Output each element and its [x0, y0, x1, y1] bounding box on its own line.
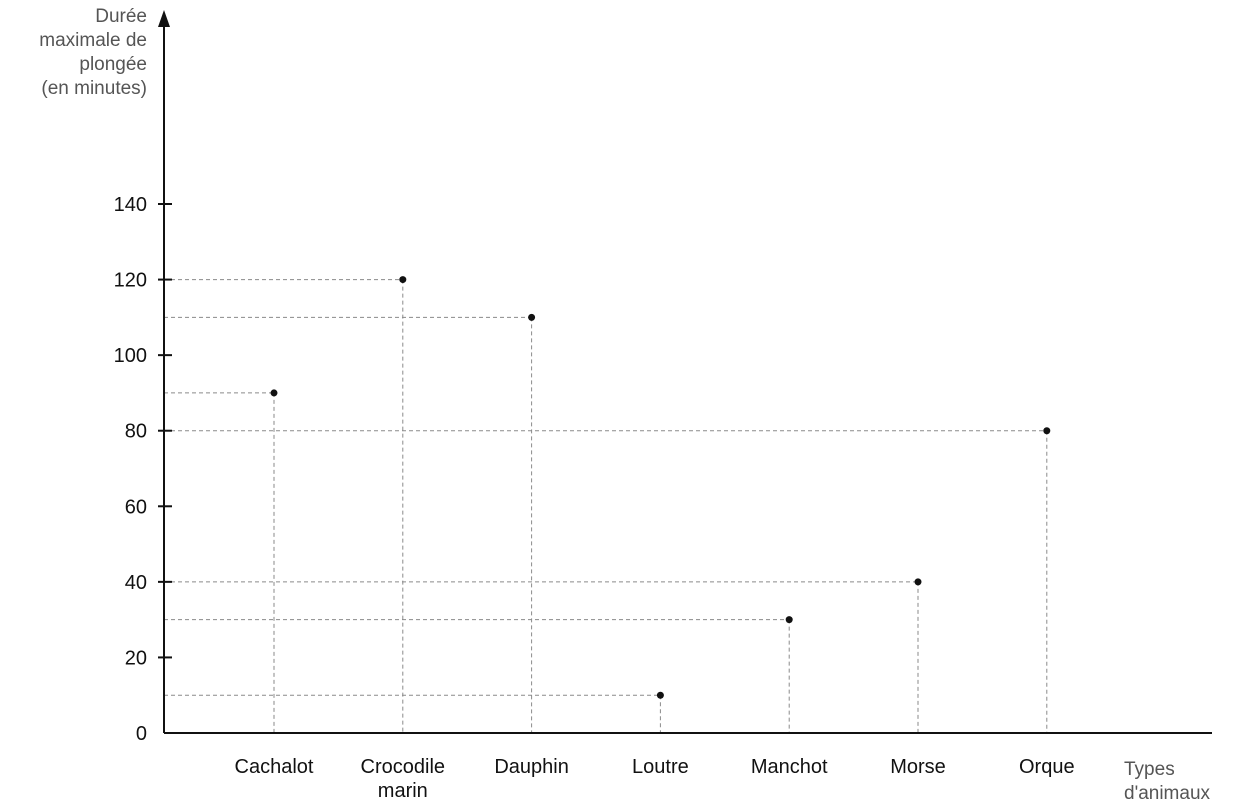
data-point — [1043, 427, 1051, 435]
category-label: Orque — [1019, 756, 1075, 778]
y-tick-label: 0 — [136, 723, 147, 745]
y-axis-arrow-icon — [158, 10, 170, 27]
x-axis-title: Types d'animaux — [1124, 759, 1211, 804]
category-label: Manchot — [751, 756, 828, 778]
data-point — [270, 389, 278, 397]
guide-lines — [164, 279, 1048, 733]
y-tick-label: 20 — [125, 647, 147, 669]
category-label: Loutre — [632, 756, 689, 778]
y-tick-label: 100 — [114, 345, 147, 367]
y-tick-label: 120 — [114, 270, 147, 292]
category-label: Morse — [890, 756, 946, 778]
y-ticks: 0 20 40 60 80 100 120 140 — [114, 194, 172, 745]
y-axis-title: Durée maximale de plongée (en minutes) — [39, 6, 147, 99]
y-tick-label: 40 — [125, 572, 147, 594]
data-point — [656, 691, 664, 699]
category-label: Dauphin — [494, 756, 569, 778]
category-label: Cachalot — [235, 756, 314, 778]
data-point — [528, 313, 536, 321]
x-labels: Cachalot Crocodile marin Dauphin Loutre Manch… — [235, 756, 1075, 802]
y-tick-label: 60 — [125, 496, 147, 518]
data-point — [399, 276, 407, 284]
data-points — [270, 276, 1051, 699]
data-point — [785, 616, 793, 624]
data-point — [914, 578, 922, 586]
y-tick-label: 140 — [114, 194, 147, 216]
y-tick-label: 80 — [125, 421, 147, 443]
category-label: Crocodile marin — [361, 756, 445, 802]
